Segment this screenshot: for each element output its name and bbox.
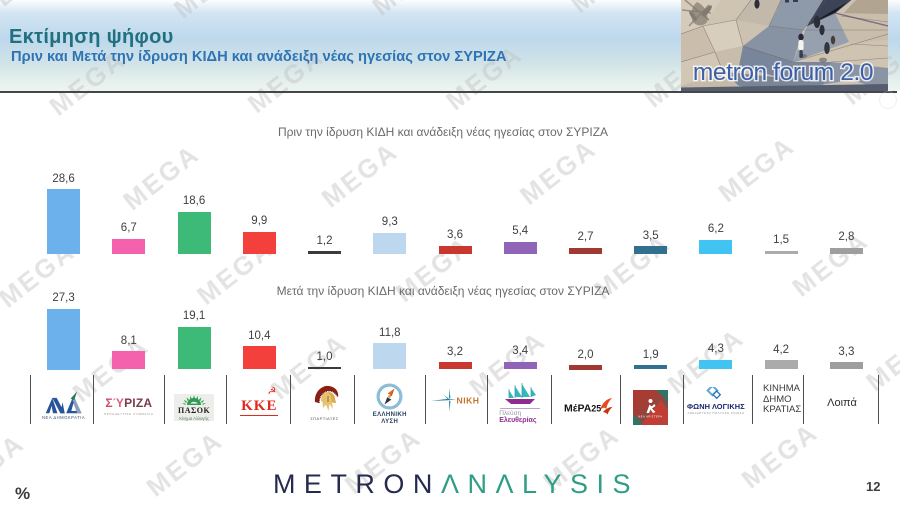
svg-text:ΜέΡΑ25: ΜέΡΑ25 <box>564 403 601 415</box>
svg-text:ΝΙΚΗ: ΝΙΚΗ <box>457 396 480 406</box>
svg-text:metron forum 2.0: metron forum 2.0 <box>693 59 873 86</box>
svg-text:ΝΕΑ ΑΡΙΣΤΕΡΑ: ΝΕΑ ΑΡΙΣΤΕΡΑ <box>639 415 663 419</box>
